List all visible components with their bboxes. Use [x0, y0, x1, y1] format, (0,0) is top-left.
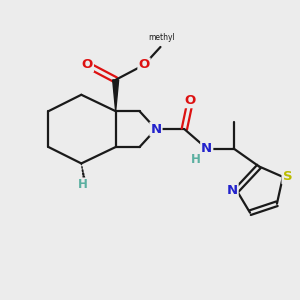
Text: S: S — [283, 170, 292, 183]
Text: H: H — [78, 178, 88, 191]
Text: O: O — [82, 58, 93, 71]
Polygon shape — [113, 80, 118, 111]
Text: O: O — [138, 58, 150, 71]
Text: N: N — [226, 184, 238, 197]
Text: methyl: methyl — [148, 33, 175, 42]
Text: O: O — [185, 94, 196, 107]
Text: N: N — [201, 142, 212, 155]
Text: N: N — [150, 123, 161, 136]
Text: H: H — [190, 153, 200, 167]
